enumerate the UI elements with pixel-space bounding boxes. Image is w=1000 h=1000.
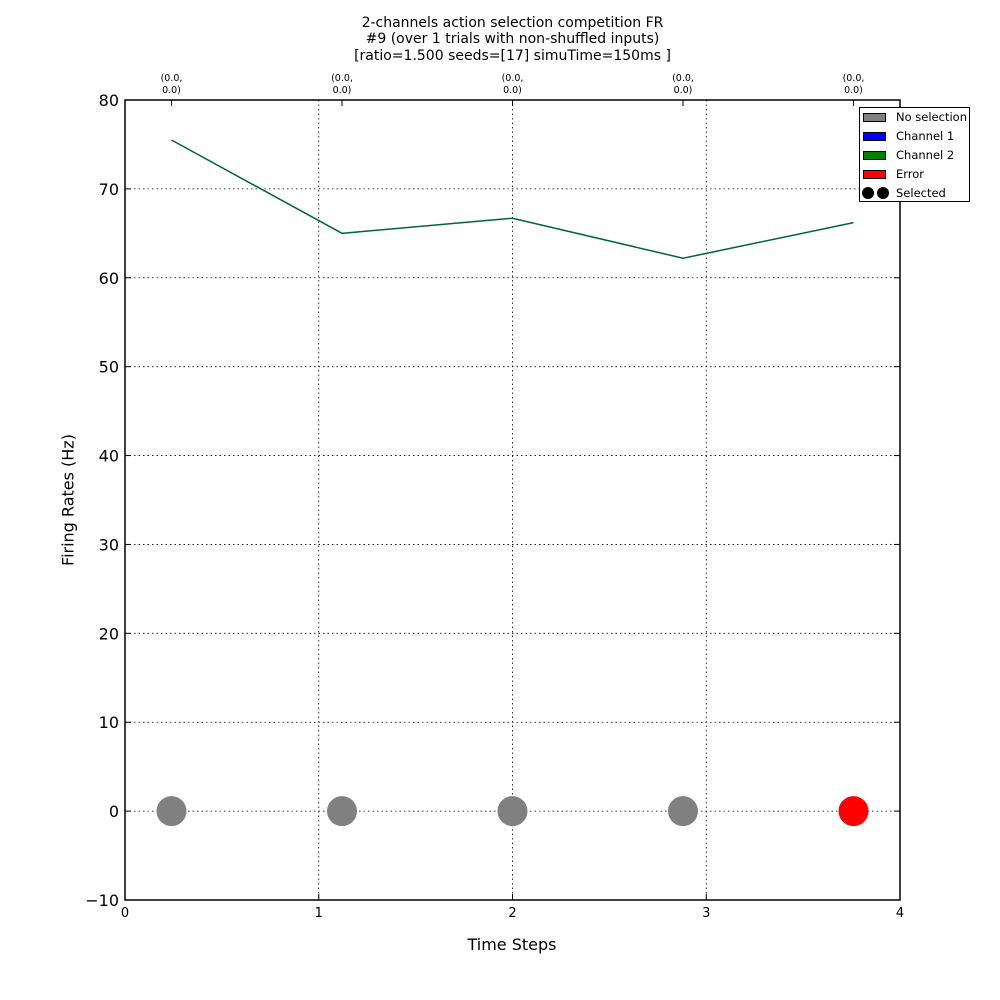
top-annotation-label: 0.0): [674, 85, 693, 96]
legend-dots-selected: [862, 187, 889, 199]
top-annotation-label: 0.0): [503, 85, 522, 96]
x-tick-label: 1: [315, 906, 323, 921]
y-tick-label: 10: [99, 713, 119, 732]
firing-rate-line: [171, 139, 854, 259]
top-annotation-label: 0.0): [333, 85, 352, 96]
top-annotation-label: (0.0,: [672, 73, 694, 84]
y-tick-label: 30: [99, 535, 119, 554]
y-tick-label: 0: [109, 802, 119, 821]
x-tick-label: 0: [121, 906, 129, 921]
chart-title-line-2: #9 (over 1 trials with non-shuffled inpu…: [365, 31, 660, 47]
top-annotation-label: (0.0,: [843, 73, 865, 84]
legend-swatch-channel-1: [863, 131, 886, 141]
line-layer: [171, 139, 854, 259]
legend-swatch-error: [863, 169, 886, 179]
top-annotation-label: (0.0,: [502, 73, 524, 84]
chart-title-line-1: 2-channels action selection competition …: [361, 15, 664, 31]
selection-marker: [327, 796, 357, 827]
y-tick-label: 70: [99, 180, 119, 199]
legend-label: Channel 2: [896, 148, 955, 162]
y-tick-label: 80: [99, 91, 119, 110]
y-tick-label: 20: [99, 624, 119, 643]
y-tick-label: 50: [99, 358, 119, 377]
legend-label: Error: [896, 167, 925, 181]
legend-label: Selected: [896, 186, 946, 200]
legend: No selection Channel 1 Channel 2 Error S…: [859, 107, 970, 202]
legend-swatch-channel-2: [863, 150, 886, 160]
legend-item-error: Error: [863, 166, 924, 182]
x-tick-label: 3: [702, 906, 710, 921]
x-tick-label: 4: [896, 906, 904, 921]
legend-item-channel-1: Channel 1: [863, 128, 954, 144]
legend-item-channel-2: Channel 2: [863, 147, 954, 163]
x-axis-label: Time Steps: [467, 935, 557, 954]
y-tick-label: 60: [99, 269, 119, 288]
legend-item-no-selection: No selection: [863, 109, 967, 125]
top-annotation-label: 0.0): [844, 85, 863, 96]
y-axis-label: Firing Rates (Hz): [58, 434, 78, 566]
y-tick-label: 40: [99, 447, 119, 466]
selection-marker: [497, 796, 528, 827]
chart-title-line-3: [ratio=1.500 seeds=[17] simuTime=150ms ]: [354, 48, 671, 64]
marker-layer: [156, 796, 869, 827]
legend-label: Channel 1: [896, 129, 955, 143]
selection-marker: [838, 796, 869, 827]
y-tick-label: −10: [85, 891, 119, 910]
top-annotation-layer: (0.0,0.0)(0.0,0.0)(0.0,0.0)(0.0,0.0)(0.0…: [161, 73, 865, 106]
grid-layer: [125, 100, 900, 900]
selection-marker: [156, 796, 187, 827]
legend-item-selected: Selected: [862, 185, 946, 201]
top-annotation-label: (0.0,: [161, 73, 183, 84]
legend-swatch-no-selection: [863, 112, 886, 122]
selection-marker: [668, 796, 698, 827]
top-annotation-label: (0.0,: [331, 73, 353, 84]
legend-label: No selection: [896, 110, 967, 124]
x-tick-label: 2: [508, 906, 516, 921]
top-annotation-label: 0.0): [162, 85, 181, 96]
